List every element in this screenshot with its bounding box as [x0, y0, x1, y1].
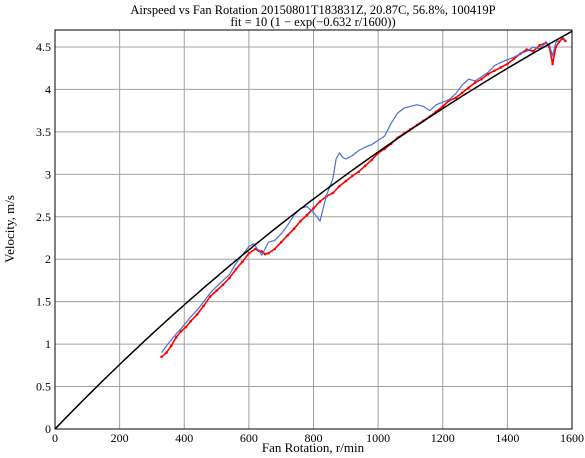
x-tick-label: 600 [240, 431, 258, 445]
data-point [363, 164, 367, 168]
data-point [557, 40, 561, 44]
data-point [531, 49, 535, 53]
data-point [506, 62, 509, 66]
data-point [312, 207, 315, 210]
data-point [473, 81, 477, 84]
data-point [286, 234, 289, 237]
x-axis-label: Fan Rotation, r/min [262, 440, 365, 455]
data-point [273, 247, 277, 251]
y-tick-label: 2 [45, 252, 51, 266]
data-point [189, 319, 192, 323]
data-point [228, 276, 231, 280]
data-point [215, 289, 218, 292]
series-line-blue [161, 36, 566, 353]
data-point [174, 336, 178, 339]
data-point [160, 355, 163, 359]
y-tick-label: 2.5 [36, 210, 51, 224]
series-line-red [161, 37, 566, 358]
data-point [299, 219, 302, 223]
data-point [460, 91, 464, 95]
y-tick-label: 1 [45, 337, 51, 351]
data-point [179, 330, 183, 333]
data-point [344, 179, 348, 183]
data-point [551, 62, 554, 66]
data-point [538, 44, 541, 47]
plot-frame [54, 29, 573, 430]
grid [54, 30, 573, 430]
data-point [247, 252, 251, 255]
y-tick-label: 1.5 [36, 295, 51, 309]
data-point [241, 260, 244, 264]
data-point [480, 77, 483, 81]
data-point [263, 252, 267, 256]
data-point [221, 283, 225, 287]
data-point [493, 69, 496, 72]
x-tick-label: 200 [111, 431, 129, 445]
data-point [338, 184, 341, 188]
x-tick-label: 800 [305, 431, 323, 445]
y-tick-label: 0 [45, 422, 51, 436]
x-tick-label: 1400 [495, 431, 519, 445]
data-point [260, 250, 264, 253]
data-point [208, 295, 212, 298]
data-point [357, 170, 361, 174]
data-point [441, 105, 445, 108]
data-point [254, 247, 257, 251]
data-point [512, 57, 516, 61]
data-point [195, 313, 199, 316]
x-tick-label: 0 [52, 431, 58, 445]
data-point [467, 86, 470, 89]
data-point [351, 174, 354, 178]
data-point [267, 252, 270, 255]
x-tick-label: 1200 [431, 431, 455, 445]
y-tick-label: 4 [45, 82, 51, 96]
data-point [331, 191, 335, 195]
y-axis-label: Velocity, m/s [2, 195, 17, 263]
data-point [165, 351, 168, 354]
data-point [454, 96, 458, 100]
data-point [170, 344, 173, 348]
tick-labels: 0 200 400 600 800 1000 1200 1400 1600 0 0.5 1 1.5 2 2.… [36, 40, 584, 445]
data-point [305, 213, 309, 217]
data-point [184, 325, 188, 329]
fit-curve [54, 30, 573, 430]
data-point [318, 200, 322, 203]
chart-subtitle: fit = 10 (1 − exp(−0.632 r/1600)) [230, 15, 395, 29]
y-tick-label: 0.5 [36, 380, 51, 394]
chart-title: Airspeed vs Fan Rotation 20150801T183831… [130, 3, 495, 17]
y-tick-label: 3.5 [36, 125, 51, 139]
data-point [499, 66, 503, 69]
data-point [279, 240, 283, 244]
data-point [370, 158, 374, 162]
x-tick-label: 1600 [560, 431, 584, 445]
x-tick-label: 1000 [366, 431, 390, 445]
data-point [292, 227, 296, 230]
series-layer [160, 36, 567, 359]
x-tick-label: 400 [175, 431, 193, 445]
data-point [202, 304, 205, 308]
y-tick-label: 3 [45, 167, 51, 181]
y-tick-label: 4.5 [36, 40, 51, 54]
data-point [234, 268, 238, 271]
